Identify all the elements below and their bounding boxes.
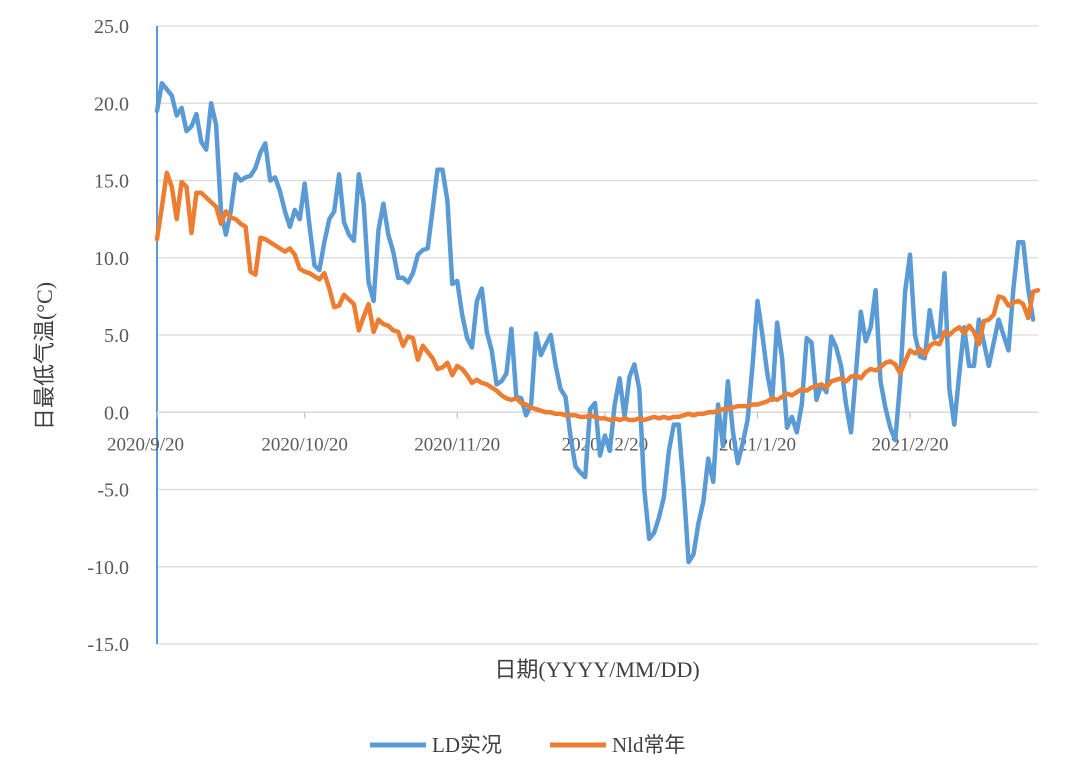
- y-tick-label: 15.0: [94, 171, 129, 193]
- y-axis-tick-labels: 25.0 20.0 15.0 10.0 5.0 0.0 -5.0 -10.0 -15.0: [87, 16, 129, 656]
- y-tick-label: 25.0: [94, 16, 129, 38]
- y-tick-label: -10.0: [87, 557, 129, 579]
- gridlines: [157, 25, 1038, 645]
- x-tick-label: 2021/2/20: [872, 434, 949, 455]
- legend-label: LD实况: [432, 733, 502, 757]
- series-line-0: [154, 80, 1036, 565]
- series-line-1: [154, 170, 1041, 423]
- y-tick-label: 20.0: [94, 93, 129, 115]
- x-tick-label: 2020/10/20: [261, 434, 348, 455]
- legend: LD实况 Nld常年: [370, 733, 686, 757]
- y-tick-label: -15.0: [87, 634, 129, 656]
- y-tick-label: 0.0: [104, 402, 129, 424]
- x-axis-tick-labels: 2020/9/20 2020/10/20 2020/11/20 2020/12/20 2…: [107, 412, 949, 455]
- series-lines: [154, 80, 1041, 565]
- y-tick-label: 5.0: [104, 325, 129, 347]
- x-axis-title: 日期(YYYY/MM/DD): [494, 657, 699, 682]
- x-tick-label: 2020/11/20: [414, 434, 500, 455]
- x-tick-label: 2020/9/20: [107, 434, 184, 455]
- y-tick-label: -5.0: [97, 480, 129, 502]
- legend-label: Nld常年: [612, 733, 686, 757]
- y-axis-title: 日最低气温(°C): [32, 282, 57, 430]
- x-tick-label: 2021/1/20: [719, 434, 796, 455]
- y-tick-label: 10.0: [94, 248, 129, 270]
